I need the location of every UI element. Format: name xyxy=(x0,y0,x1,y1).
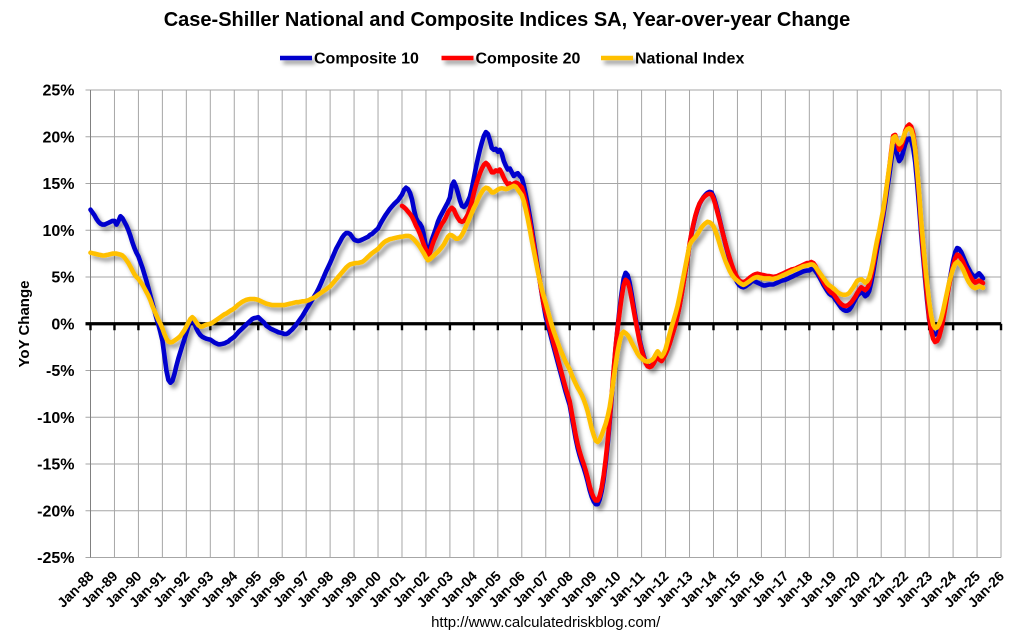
svg-text:-20%: -20% xyxy=(37,503,74,520)
svg-text:Case-Shiller National and Comp: Case-Shiller National and Composite Indi… xyxy=(164,9,851,31)
svg-text:10%: 10% xyxy=(42,223,74,240)
svg-text:http://www.calculatedriskblog.: http://www.calculatedriskblog.com/ xyxy=(431,614,661,630)
svg-text:-15%: -15% xyxy=(37,457,74,474)
svg-text:15%: 15% xyxy=(42,176,74,193)
svg-text:-10%: -10% xyxy=(37,410,74,427)
svg-text:Composite 10: Composite 10 xyxy=(314,51,419,68)
svg-text:YoY Change: YoY Change xyxy=(16,281,33,368)
svg-text:National Index: National Index xyxy=(635,51,744,68)
svg-text:-5%: -5% xyxy=(46,363,74,380)
svg-text:0%: 0% xyxy=(51,316,74,333)
svg-text:25%: 25% xyxy=(42,83,74,100)
svg-text:Composite 20: Composite 20 xyxy=(476,51,581,68)
svg-text:5%: 5% xyxy=(51,270,74,287)
svg-text:20%: 20% xyxy=(42,129,74,146)
svg-text:-25%: -25% xyxy=(37,550,74,567)
